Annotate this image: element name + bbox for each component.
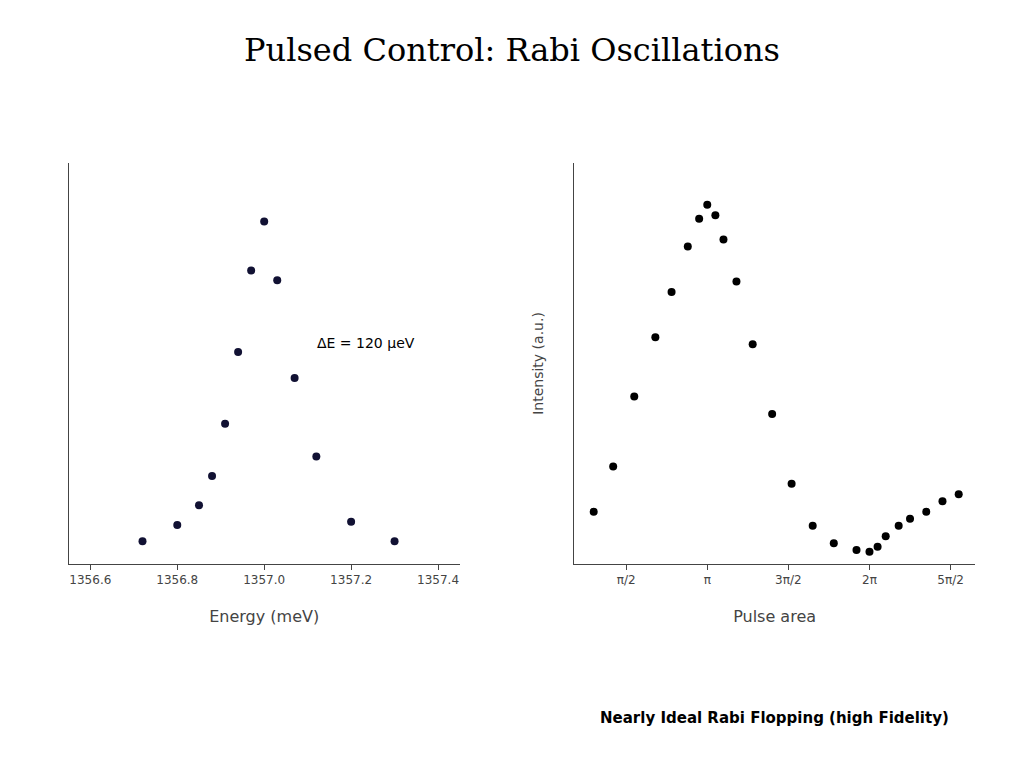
svg-text:1356.8: 1356.8 <box>156 573 198 587</box>
svg-text:3π/2: 3π/2 <box>775 573 802 587</box>
svg-text:1357.0: 1357.0 <box>243 573 285 587</box>
svg-text:2π: 2π <box>862 573 877 587</box>
svg-text:Nearly Ideal Rabi Flopping (hi: Nearly Ideal Rabi Flopping (high Fidelit… <box>600 709 949 727</box>
svg-text:5π/2: 5π/2 <box>937 573 964 587</box>
svg-text:π/2: π/2 <box>617 573 636 587</box>
svg-text:1357.2: 1357.2 <box>330 573 372 587</box>
svg-text:1356.6: 1356.6 <box>69 573 111 587</box>
svg-text:ΔE = 120 μeV: ΔE = 120 μeV <box>317 335 415 351</box>
svg-text:Pulse area: Pulse area <box>733 607 816 626</box>
svg-text:Intensity (a.u.): Intensity (a.u.) <box>530 312 546 415</box>
svg-text:1357.4: 1357.4 <box>417 573 459 587</box>
svg-text:π: π <box>704 573 711 587</box>
svg-text:Pulsed Control: Rabi Oscillati: Pulsed Control: Rabi Oscillations <box>244 31 780 69</box>
svg-text:Energy (meV): Energy (meV) <box>209 607 319 626</box>
